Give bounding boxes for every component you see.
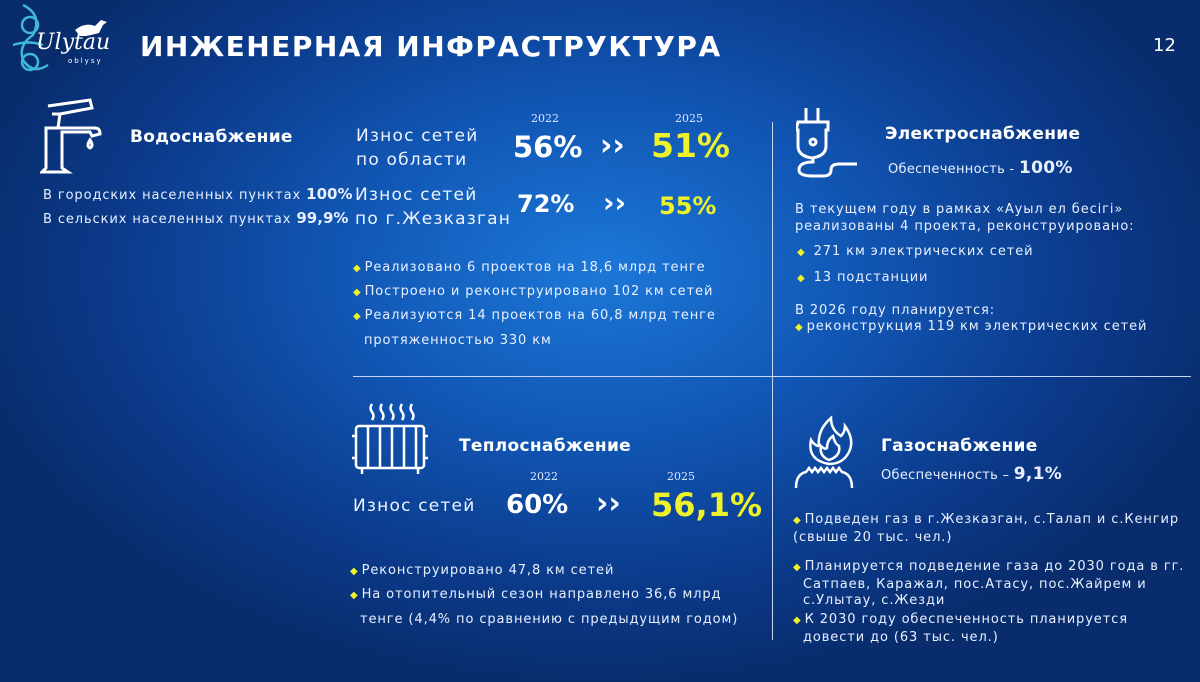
gas-flame-icon: [794, 415, 854, 489]
bullet-text: Реконструировано 47,8 км сетей: [361, 563, 615, 578]
wear-city-label: Износ сетей по г.Жезказган: [355, 183, 511, 231]
bullet-text: с.Улытау, с.Жезди: [803, 593, 946, 608]
logo-text: Ulytau: [36, 30, 111, 55]
bullet-text: Сатпаев, Каражал, пос.Атасу, пос.Жайрем …: [803, 576, 1147, 592]
water-rural: В сельских населенных пунктах 99,9%: [43, 209, 348, 227]
horse-icon: [75, 20, 107, 36]
logo: Ulytau oblysy: [8, 0, 113, 90]
coverage-label: Обеспеченность –: [881, 468, 1010, 483]
bullet-text: Реализовано 6 проектов на 18,6 млрд тенг…: [364, 260, 706, 275]
wear-bullet-cont: протяженностью 330 км: [364, 333, 552, 348]
plug-icon: [796, 108, 857, 178]
arrow-icon: ››: [603, 186, 627, 219]
gas-bullet: ◆ К 2030 году обеспеченность планируется д…: [793, 612, 1128, 645]
gas-title: Газоснабжение: [881, 436, 1038, 456]
bullet-text: (свыше 20 тыс. чел.): [793, 530, 953, 545]
logo-sub: oblysy: [68, 57, 103, 65]
bullet-text: 13 подстанции: [813, 270, 929, 285]
ornament-icon: [12, 3, 49, 72]
heat-label: Износ сетей: [353, 496, 476, 516]
label-line: по области: [356, 150, 468, 170]
gas-bullet: ◆ Планируется подведение газа до 2030 год…: [793, 559, 1185, 608]
electricity-title: Электроснабжение: [885, 124, 1081, 144]
bullet-text: К 2030 году обеспеченность планируется: [804, 612, 1128, 627]
label-line: Износ сетей: [356, 126, 479, 146]
heat-bullet: ◆ Реконструировано 47,8 км сетей: [350, 563, 615, 578]
bullet-text: довести до (63 тыс. чел.): [803, 629, 999, 645]
heat-to: 56,1%: [651, 486, 763, 524]
wear-bullet: ◆ Реализовано 6 проектов на 18,6 млрд тен…: [353, 260, 706, 275]
page-number: 12: [1153, 35, 1176, 56]
coverage-value: 100%: [1018, 158, 1073, 178]
arrow-icon: ››: [596, 486, 621, 521]
wear-city-from: 72%: [517, 190, 575, 218]
faucet-icon: [40, 98, 102, 174]
electricity-bullet: ◆ 271 км электрических сетей: [797, 244, 1034, 259]
bullet-text: Реализуются 14 проектов на 60,8 млрд тен…: [364, 308, 716, 323]
arrow-icon: ››: [600, 128, 625, 163]
electricity-intro: реализованы 4 проекта, реконструировано:: [795, 219, 1135, 234]
gas-coverage: Обеспеченность – 9,1%: [881, 464, 1062, 484]
heat-year-from: 2022: [530, 470, 558, 483]
electricity-plan-label: В 2026 году планируется:: [795, 303, 996, 318]
year-from: 2022: [531, 112, 559, 125]
heat-bullet: ◆ На отопительный сезон направлено 36,6 м…: [350, 587, 722, 602]
electricity-bullet: ◆ 13 подстанции: [797, 270, 929, 285]
water-title: Водоснабжение: [130, 127, 293, 147]
electricity-plan-bullet: ◆ реконструкция 119 км электрических сете…: [795, 319, 1148, 334]
year-to: 2025: [675, 112, 703, 125]
wear-region-label: Износ сетей по области: [356, 124, 478, 172]
water-rural-label: В сельских населенных пунктах: [43, 212, 292, 227]
wear-city-to: 55%: [659, 192, 717, 220]
bullet-text: Подведен газ в г.Жезказган, с.Талап и с.…: [804, 512, 1180, 527]
water-urban-label: В городских населенных пунктах: [43, 188, 302, 203]
wear-region-from: 56%: [513, 130, 583, 164]
water-rural-value: 99,9%: [296, 209, 349, 227]
water-urban-value: 100%: [306, 185, 353, 203]
heat-year-to: 2025: [667, 470, 695, 483]
water-urban: В городских населенных пунктах 100%: [43, 185, 352, 203]
radiator-icon: [352, 403, 428, 474]
wear-bullet: ◆ Реализуются 14 проектов на 60,8 млрд те…: [353, 308, 716, 323]
heat-title: Теплоснабжение: [459, 436, 632, 456]
electricity-coverage: Обеспеченность - 100%: [888, 158, 1073, 178]
bullet-text: Построено и реконструировано 102 км сете…: [364, 284, 714, 299]
bullet-text: реконструкция 119 км электрических сетей: [806, 319, 1148, 334]
bullet-text: 271 км электрических сетей: [813, 244, 1034, 259]
label-line: по г.Жезказган: [355, 209, 512, 229]
wear-bullet: ◆ Построено и реконструировано 102 км сет…: [353, 284, 714, 299]
bullet-text: На отопительный сезон направлено 36,6 мл…: [361, 587, 722, 602]
gas-bullet: ◆ Подведен газ в г.Жезказган, с.Талап и с…: [793, 512, 1180, 545]
electricity-intro: В текущем году в рамках «Ауыл ел бесігі»: [795, 202, 1124, 217]
bullet-text: Планируется подведение газа до 2030 года…: [804, 559, 1185, 574]
page-title: ИНЖЕНЕРНАЯ ИНФРАСТРУКТУРА: [140, 30, 722, 63]
divider-vertical: [772, 122, 773, 640]
heat-from: 60%: [506, 490, 569, 520]
label-line: Износ сетей: [355, 185, 478, 205]
heat-bullet-cont: тенге (4,4% по сравнению с предыдущим го…: [360, 612, 739, 627]
wear-region-to: 51%: [651, 126, 730, 165]
coverage-value: 9,1%: [1013, 464, 1063, 484]
coverage-label: Обеспеченность -: [888, 162, 1015, 177]
